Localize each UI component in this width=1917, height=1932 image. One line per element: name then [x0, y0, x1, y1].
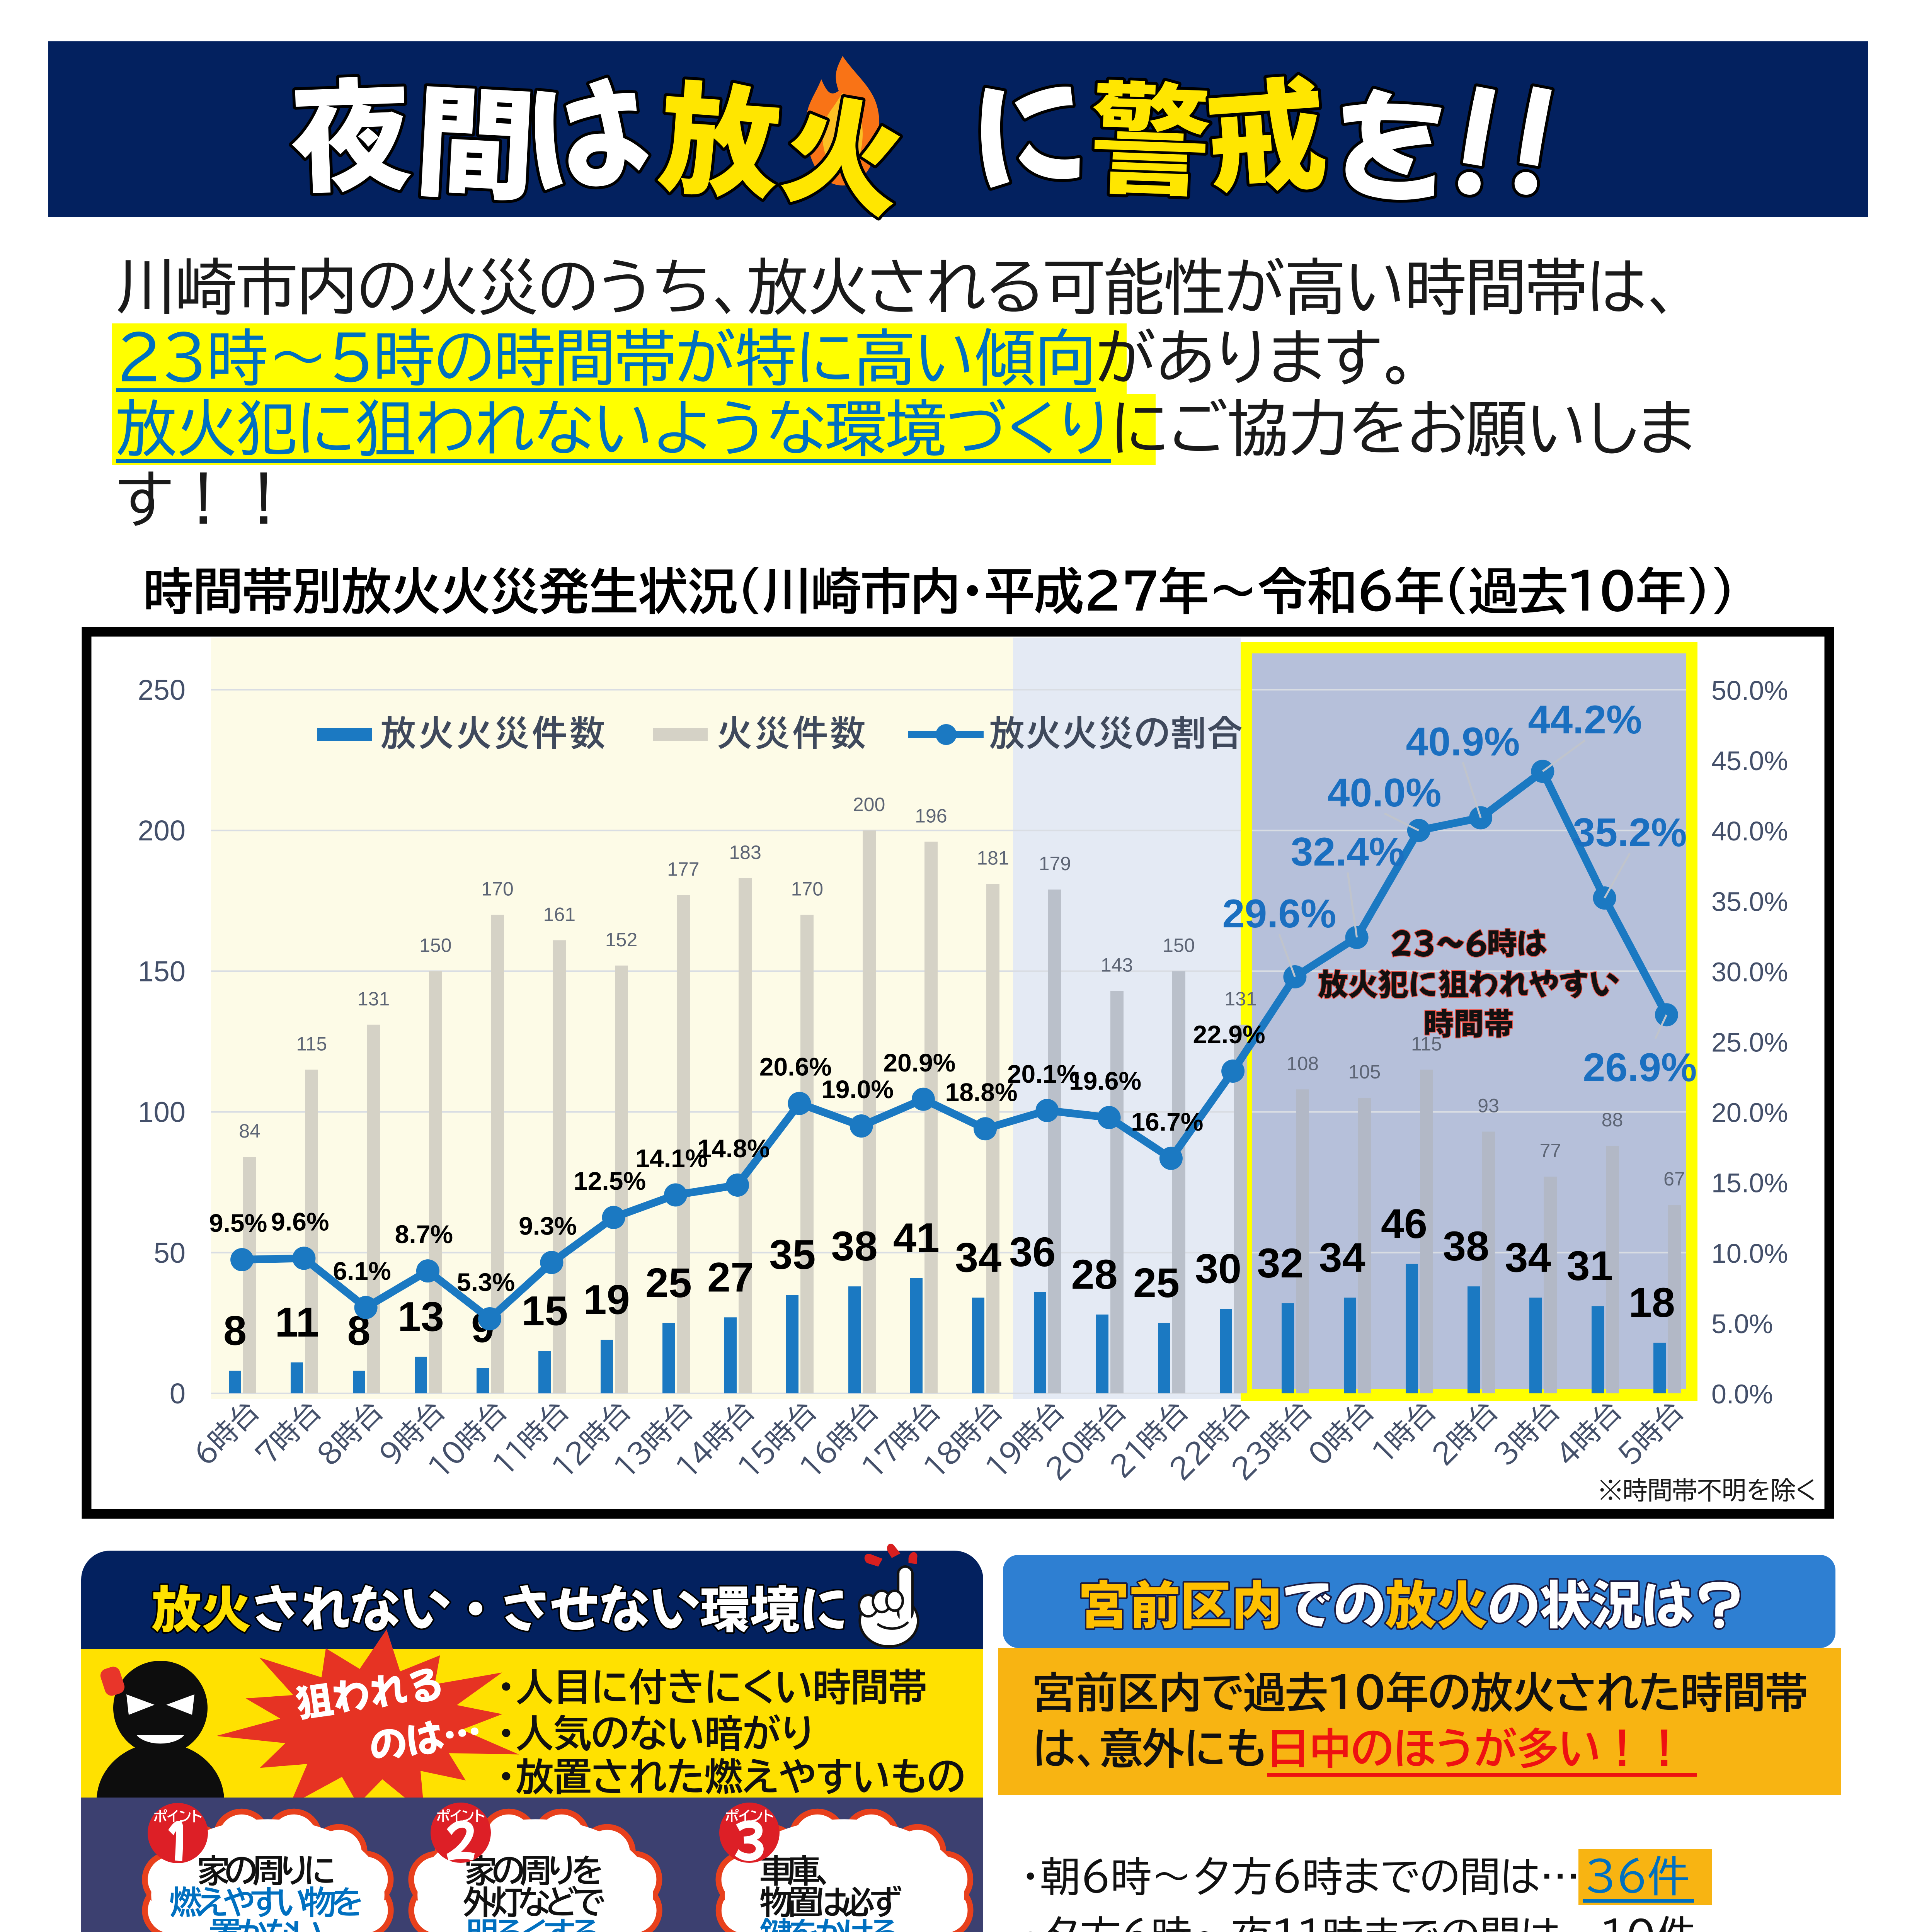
svg-text:150: 150	[1163, 934, 1195, 956]
svg-text:35.2%: 35.2%	[1573, 810, 1687, 855]
svg-text:8: 8	[223, 1307, 247, 1354]
svg-text:108: 108	[1287, 1053, 1319, 1074]
svg-text:200: 200	[853, 794, 885, 815]
svg-text:143: 143	[1101, 954, 1133, 976]
svg-text:40.0%: 40.0%	[1711, 816, 1788, 846]
svg-text:16.7%: 16.7%	[1131, 1107, 1203, 1136]
svg-text:150: 150	[138, 955, 186, 987]
svg-text:77: 77	[1540, 1140, 1561, 1162]
svg-text:115: 115	[296, 1033, 327, 1054]
svg-text:44.2%: 44.2%	[1528, 697, 1642, 742]
svg-text:131: 131	[358, 988, 390, 1010]
svg-text:26.9%: 26.9%	[1583, 1045, 1697, 1090]
svg-text:100: 100	[138, 1096, 186, 1128]
svg-text:38: 38	[831, 1223, 878, 1269]
svg-text:196: 196	[915, 805, 947, 827]
svg-text:25: 25	[645, 1259, 692, 1306]
svg-text:27: 27	[707, 1253, 754, 1300]
svg-text:38: 38	[1443, 1223, 1489, 1269]
svg-text:31: 31	[1567, 1242, 1613, 1289]
svg-text:84: 84	[239, 1120, 260, 1142]
svg-text:9.6%: 9.6%	[271, 1207, 329, 1236]
svg-text:25.0%: 25.0%	[1711, 1027, 1788, 1058]
svg-text:22.9%: 22.9%	[1193, 1020, 1265, 1049]
svg-text:67: 67	[1663, 1168, 1685, 1190]
svg-text:20.9%: 20.9%	[883, 1048, 955, 1077]
svg-text:183: 183	[729, 842, 761, 863]
svg-text:6.1%: 6.1%	[333, 1257, 391, 1285]
svg-text:30: 30	[1195, 1245, 1241, 1292]
svg-text:34: 34	[1505, 1234, 1551, 1281]
svg-text:18: 18	[1629, 1279, 1675, 1326]
svg-text:28: 28	[1071, 1251, 1118, 1298]
svg-text:250: 250	[138, 674, 186, 706]
svg-text:20.6%: 20.6%	[759, 1053, 832, 1081]
svg-text:32.4%: 32.4%	[1291, 830, 1405, 874]
svg-text:10.0%: 10.0%	[1711, 1238, 1788, 1269]
svg-text:41: 41	[893, 1214, 940, 1261]
svg-text:88: 88	[1602, 1109, 1623, 1131]
svg-text:36: 36	[1009, 1228, 1056, 1275]
svg-text:131: 131	[1224, 988, 1256, 1010]
svg-text:8.7%: 8.7%	[395, 1220, 453, 1248]
svg-text:5.3%: 5.3%	[457, 1268, 515, 1296]
svg-text:181: 181	[977, 847, 1009, 869]
svg-text:46: 46	[1381, 1200, 1427, 1247]
svg-text:179: 179	[1039, 853, 1071, 874]
svg-text:11: 11	[275, 1299, 319, 1345]
svg-text:200: 200	[138, 815, 186, 847]
svg-text:150: 150	[419, 934, 451, 956]
svg-text:40.9%: 40.9%	[1406, 719, 1520, 764]
svg-text:9.5%: 9.5%	[209, 1209, 267, 1237]
svg-text:18.8%: 18.8%	[945, 1078, 1018, 1106]
svg-text:34: 34	[955, 1234, 1001, 1281]
svg-text:19: 19	[584, 1276, 630, 1323]
svg-text:0.0%: 0.0%	[1711, 1379, 1773, 1409]
svg-text:177: 177	[667, 859, 699, 880]
svg-text:5.0%: 5.0%	[1711, 1309, 1773, 1339]
svg-text:13: 13	[398, 1293, 444, 1340]
svg-text:50: 50	[154, 1237, 186, 1269]
svg-text:50.0%: 50.0%	[1711, 675, 1788, 706]
svg-text:20.1%: 20.1%	[1007, 1060, 1079, 1088]
svg-text:29.6%: 29.6%	[1222, 891, 1336, 936]
svg-text:45.0%: 45.0%	[1711, 746, 1788, 776]
svg-text:0: 0	[170, 1378, 186, 1410]
svg-text:115: 115	[1411, 1033, 1442, 1054]
svg-text:20.0%: 20.0%	[1711, 1098, 1788, 1128]
svg-text:14.1%: 14.1%	[635, 1144, 708, 1173]
svg-text:15.0%: 15.0%	[1711, 1168, 1788, 1198]
svg-text:19.0%: 19.0%	[821, 1075, 894, 1104]
svg-text:14.8%: 14.8%	[698, 1134, 770, 1163]
svg-text:30.0%: 30.0%	[1711, 957, 1788, 987]
svg-text:152: 152	[605, 929, 637, 951]
svg-text:12.5%: 12.5%	[574, 1167, 646, 1195]
svg-text:35: 35	[769, 1231, 815, 1278]
svg-text:19.6%: 19.6%	[1069, 1066, 1141, 1095]
svg-text:9.3%: 9.3%	[519, 1211, 577, 1240]
svg-text:161: 161	[543, 903, 575, 925]
svg-text:35.0%: 35.0%	[1711, 886, 1788, 917]
svg-text:93: 93	[1478, 1095, 1499, 1117]
svg-text:170: 170	[481, 878, 513, 900]
svg-text:34: 34	[1319, 1234, 1365, 1281]
svg-text:25: 25	[1133, 1259, 1180, 1306]
svg-text:15: 15	[521, 1287, 568, 1334]
svg-text:170: 170	[791, 878, 823, 900]
svg-text:40.0%: 40.0%	[1328, 770, 1442, 815]
svg-text:105: 105	[1348, 1061, 1381, 1083]
svg-text:32: 32	[1257, 1240, 1303, 1286]
